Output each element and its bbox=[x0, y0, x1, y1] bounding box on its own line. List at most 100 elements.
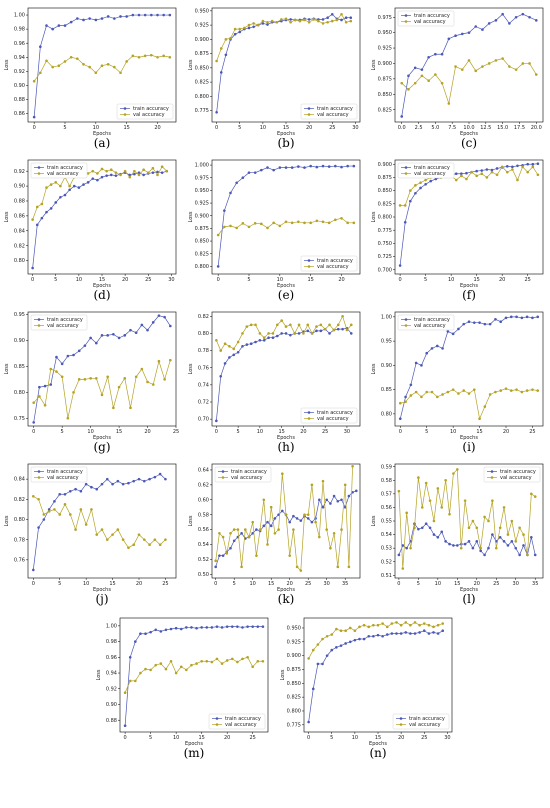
data-point-train bbox=[210, 626, 214, 629]
data-point-val bbox=[256, 659, 260, 663]
y-tick-label: 0.96 bbox=[14, 41, 25, 47]
data-point-train bbox=[151, 171, 155, 174]
panel-f: 0 5 10 15 20 25 0.700 0.725 0.750 0.775 0.800 0.825… bbox=[367, 152, 550, 350]
data-point-val bbox=[436, 623, 440, 627]
data-point-val bbox=[241, 332, 244, 335]
data-point-train bbox=[79, 489, 83, 493]
x-tick-label: 10.0 bbox=[463, 125, 474, 131]
data-point-train bbox=[137, 477, 141, 481]
y-tick-label: 0.875 bbox=[378, 76, 392, 82]
x-tick-label: 35 bbox=[342, 581, 348, 587]
data-point-train bbox=[144, 632, 147, 636]
data-point-train bbox=[82, 18, 85, 22]
panel-caption: (m) bbox=[184, 746, 205, 760]
data-point-val bbox=[420, 395, 423, 399]
data-point-train bbox=[303, 166, 306, 169]
data-point-train bbox=[223, 209, 226, 212]
data-point-train bbox=[490, 168, 494, 172]
data-point-val bbox=[306, 513, 310, 516]
data-point-val bbox=[275, 323, 279, 327]
data-point-val bbox=[483, 515, 486, 519]
data-point-val bbox=[315, 219, 319, 223]
x-tick-label: 30 bbox=[352, 125, 358, 131]
data-point-val bbox=[240, 565, 243, 569]
legend-marker-val bbox=[37, 476, 41, 479]
legend-label-train: train accuracy bbox=[500, 469, 536, 475]
data-point-train bbox=[425, 351, 429, 355]
data-point-train bbox=[139, 632, 142, 636]
x-tick-label: 0 bbox=[214, 581, 217, 587]
y-axis-label: Loss bbox=[371, 363, 377, 374]
data-point-train bbox=[153, 475, 157, 479]
x-tick-label: 0 bbox=[217, 277, 220, 283]
series-line-train bbox=[124, 626, 263, 726]
data-point-train bbox=[266, 520, 269, 524]
panel-caption: (h) bbox=[277, 440, 294, 454]
panel-caption: (c) bbox=[461, 136, 477, 150]
data-point-val bbox=[185, 668, 188, 672]
data-point-val bbox=[105, 538, 109, 541]
data-point-val bbox=[407, 88, 410, 91]
data-point-val bbox=[398, 401, 402, 405]
y-tick-label: 0.56 bbox=[198, 527, 209, 533]
data-point-val bbox=[215, 338, 218, 342]
data-point-train bbox=[508, 22, 511, 25]
data-point-val bbox=[200, 659, 203, 663]
x-tick-label: 10 bbox=[277, 277, 283, 283]
x-tick-label: 30 bbox=[513, 581, 519, 587]
data-point-val bbox=[451, 388, 455, 391]
data-point-val bbox=[533, 495, 537, 498]
data-point-train bbox=[246, 625, 249, 628]
data-point-val bbox=[235, 226, 238, 230]
data-point-val bbox=[480, 172, 484, 176]
data-point-train bbox=[424, 522, 428, 526]
plot-frame bbox=[27, 463, 177, 579]
data-point-train bbox=[221, 554, 225, 557]
data-point-train bbox=[49, 383, 53, 386]
data-point-train bbox=[332, 494, 336, 498]
data-point-val bbox=[306, 323, 310, 327]
data-point-val bbox=[487, 519, 490, 523]
x-tick-label: 0 bbox=[215, 125, 218, 131]
data-point-train bbox=[39, 45, 42, 48]
data-point-train bbox=[398, 264, 402, 267]
data-point-train bbox=[72, 353, 75, 357]
data-point-train bbox=[128, 656, 132, 659]
x-tick-label: 20 bbox=[136, 581, 142, 587]
x-tick-label: 0 bbox=[32, 429, 35, 435]
data-point-train bbox=[89, 336, 92, 340]
data-point-val bbox=[54, 181, 58, 184]
data-point-val bbox=[404, 621, 408, 624]
data-point-val bbox=[125, 60, 128, 63]
data-point-val bbox=[266, 20, 269, 24]
data-point-val bbox=[452, 472, 455, 475]
x-tick-label: 15 bbox=[454, 581, 460, 587]
y-tick-label: 0.51 bbox=[381, 573, 392, 579]
data-point-val bbox=[251, 665, 254, 669]
data-point-val bbox=[478, 417, 481, 421]
x-tick-label: 0 bbox=[215, 429, 218, 435]
y-axis-label: Loss bbox=[280, 669, 286, 680]
data-point-val bbox=[123, 691, 127, 694]
data-point-train bbox=[509, 315, 513, 319]
legend-marker-train bbox=[404, 14, 408, 17]
y-tick-label: 0.775 bbox=[195, 108, 209, 114]
y-tick-label: 0.850 bbox=[378, 188, 392, 194]
data-point-val bbox=[403, 204, 407, 207]
legend-label-val: val accuracy bbox=[225, 722, 257, 728]
data-point-train bbox=[420, 364, 423, 367]
data-point-val bbox=[280, 319, 283, 322]
data-point-val bbox=[112, 406, 115, 410]
data-point-val bbox=[500, 165, 504, 169]
data-point-train bbox=[132, 479, 136, 483]
data-point-train bbox=[311, 687, 315, 691]
data-point-val bbox=[413, 526, 416, 530]
x-tick-label: 17.5 bbox=[514, 125, 525, 131]
data-point-val bbox=[132, 543, 136, 547]
data-point-val bbox=[63, 503, 67, 506]
x-tick-label: 0 bbox=[397, 581, 400, 587]
legend-marker-train bbox=[221, 470, 225, 473]
data-point-val bbox=[303, 18, 306, 22]
legend-box bbox=[214, 466, 272, 483]
